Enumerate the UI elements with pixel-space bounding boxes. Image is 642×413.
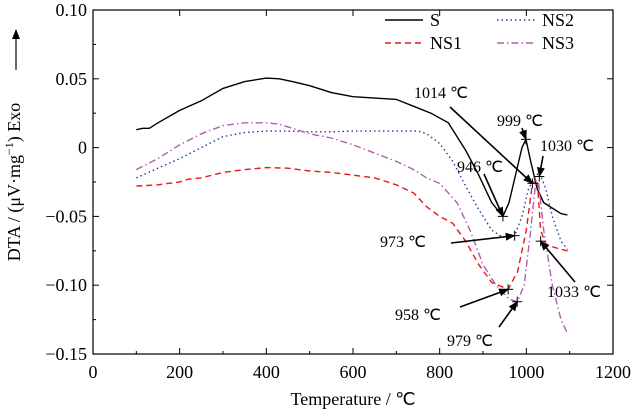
annotation-arrow: [536, 155, 545, 178]
peak-annotation-label: 958 ℃: [395, 307, 441, 324]
series-line-ns1: [136, 166, 568, 291]
y-tick-label: 0.05: [56, 69, 88, 89]
x-tick-label: 1200: [595, 362, 631, 382]
peak-annotation-label: 979 ℃: [447, 333, 493, 350]
legend-label-ns3: NS3: [542, 33, 574, 53]
y-tick-label: −0.15: [45, 344, 87, 364]
peak-annotation-label: 999 ℃: [497, 113, 543, 130]
series-line-ns2: [136, 130, 569, 250]
legend-label-s: S: [430, 10, 440, 30]
y-tick-label: −0.05: [45, 206, 87, 226]
x-tick-label: 0: [89, 362, 98, 382]
annotation-arrow: [519, 127, 527, 141]
y-tick-label: −0.10: [45, 275, 87, 295]
x-tick-label: 600: [340, 362, 367, 382]
y-tick-label: 0.10: [56, 0, 88, 20]
x-tick-label: 1000: [508, 362, 544, 382]
x-axis-label: Temperature / ℃: [291, 389, 416, 409]
series-line-s: [136, 77, 568, 218]
legend: S NS1 NS2 NS3: [385, 10, 574, 53]
peak-annotation-label: 1014 ℃: [414, 85, 468, 102]
peak-annotation-label: 946 ℃: [457, 159, 503, 176]
annotation-arrow: [483, 173, 504, 218]
peak-annotation-label: 973 ℃: [380, 234, 426, 251]
x-tick-label: 800: [426, 362, 453, 382]
annotation-arrow: [449, 106, 534, 185]
peak-annotation-label: 1030 ℃: [540, 138, 594, 155]
annotation-arrow: [459, 288, 510, 308]
annotation-arrow: [498, 300, 518, 328]
legend-label-ns2: NS2: [542, 10, 574, 30]
series-line-ns3: [135, 122, 569, 334]
annotation-layer: 1014 ℃ 999 ℃ 1030 ℃ 946 ℃ 973 ℃ 1033 ℃ 958 ℃ 97…: [380, 85, 601, 350]
axis-ticks: 0 200 400 600 800 1000 1200 −0.15 −0.10 −0.05 0 0.0…: [45, 0, 631, 382]
y-axis-label: DTA / (μV·mg−1) Exo: [2, 103, 25, 261]
legend-label-ns1: NS1: [430, 33, 462, 53]
y-tick-label: 0: [78, 138, 87, 158]
x-tick-label: 200: [166, 362, 193, 382]
annotation-arrow: [450, 232, 516, 244]
x-tick-label: 400: [253, 362, 280, 382]
series-layer: [135, 77, 569, 334]
annotation-arrow: [539, 240, 576, 283]
peak-annotation-label: 1033 ℃: [547, 284, 601, 301]
